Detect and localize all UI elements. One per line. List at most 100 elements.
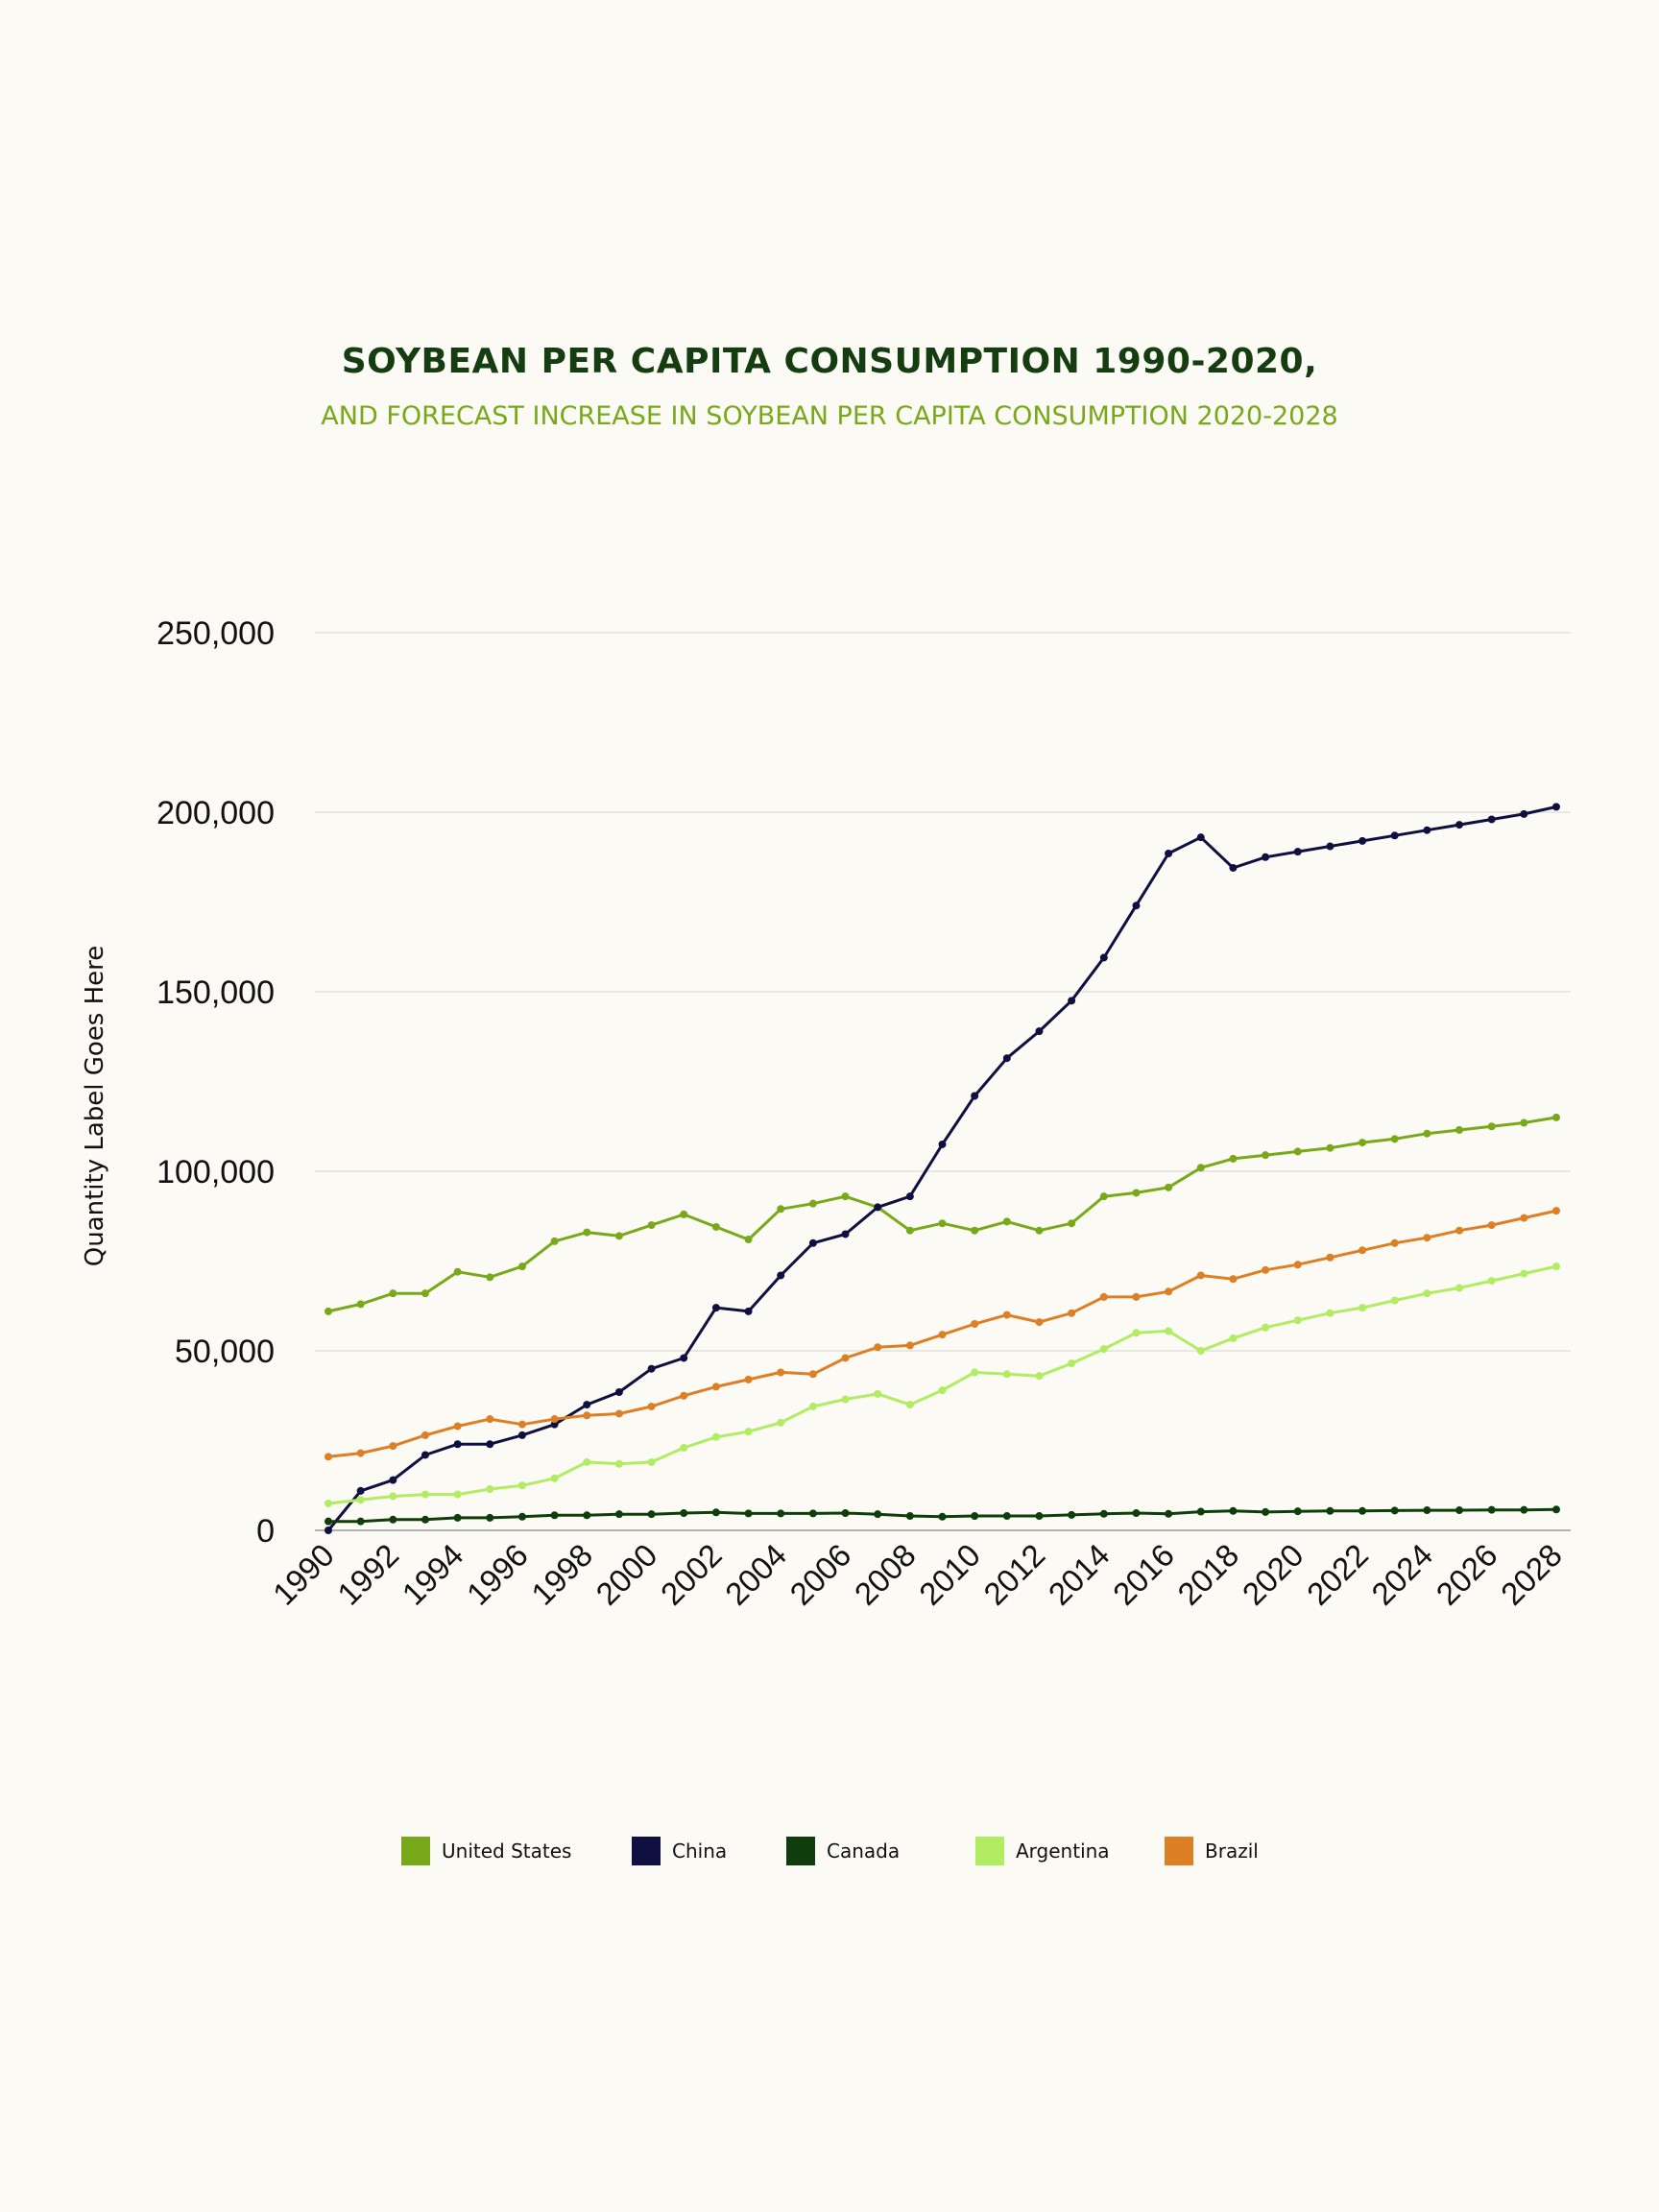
data-point (1520, 1505, 1528, 1514)
data-point (1229, 1506, 1238, 1515)
data-point (1358, 1139, 1367, 1147)
data-point (1552, 1262, 1560, 1271)
data-point (1002, 1310, 1011, 1319)
data-point (971, 1092, 979, 1100)
data-point (938, 1512, 947, 1521)
data-point (1229, 1275, 1238, 1284)
data-point (1035, 1372, 1044, 1381)
data-point (550, 1474, 559, 1482)
y-tick-label: 100,000 (156, 1154, 275, 1190)
data-point (744, 1307, 753, 1315)
data-point (1035, 1318, 1044, 1327)
data-point (1520, 1214, 1528, 1222)
data-point (1196, 1271, 1205, 1280)
y-tick-label: 50,000 (175, 1334, 275, 1370)
data-point (356, 1449, 365, 1457)
data-point (841, 1395, 850, 1404)
data-point (356, 1496, 365, 1504)
y-axis: 0 50,000 100,000 150,000 200,000 250,000 (156, 615, 275, 1550)
data-point (550, 1511, 559, 1520)
series-argentina (325, 1262, 1560, 1507)
data-point (1002, 1512, 1011, 1521)
x-tick-label: 1994 (396, 1537, 470, 1612)
data-point (711, 1382, 720, 1391)
data-point (1520, 1269, 1528, 1278)
data-point (874, 1389, 882, 1398)
x-tick-label: 1996 (460, 1537, 535, 1612)
data-point (680, 1443, 688, 1452)
legend-label: Argentina (1016, 1839, 1110, 1863)
data-point (808, 1370, 817, 1379)
data-point (1487, 815, 1496, 824)
data-point (583, 1228, 591, 1237)
data-point (1326, 842, 1334, 851)
data-point (325, 1527, 332, 1534)
data-point (841, 1230, 850, 1238)
data-point (325, 1307, 332, 1315)
x-tick-label: 1992 (330, 1537, 405, 1612)
x-axis: 1990199219941996199820002002200420062008… (266, 1537, 1569, 1612)
x-tick-label: 2004 (718, 1537, 793, 1612)
data-point (1293, 1261, 1302, 1269)
data-point (1423, 826, 1431, 834)
chart-subtitle: AND FORECAST INCREASE IN SOYBEAN PER CAP… (321, 401, 1338, 431)
legend-label: United States (442, 1839, 572, 1863)
data-point (1068, 997, 1076, 1005)
x-tick-label: 2018 (1170, 1537, 1245, 1612)
data-point (1455, 1125, 1464, 1134)
data-point (356, 1300, 365, 1309)
data-point (1035, 1512, 1044, 1521)
data-point (486, 1484, 494, 1493)
data-point (1068, 1359, 1076, 1368)
data-point (1520, 809, 1528, 818)
data-point (841, 1192, 850, 1201)
data-point (486, 1440, 494, 1449)
data-point (1196, 833, 1205, 842)
data-point (1390, 1238, 1399, 1247)
y-axis-label: Quantity Label Goes Here (81, 946, 109, 1267)
data-point (777, 1271, 785, 1280)
data-point (874, 1203, 882, 1212)
x-tick-label: 2002 (654, 1537, 729, 1612)
data-point (614, 1409, 623, 1418)
data-point (680, 1210, 688, 1218)
data-point (325, 1499, 332, 1507)
data-point (1229, 1334, 1238, 1342)
data-point (614, 1232, 623, 1240)
data-point (325, 1453, 332, 1461)
data-point (389, 1289, 397, 1298)
data-point (808, 1199, 817, 1208)
data-point (1262, 853, 1270, 861)
data-point (744, 1428, 753, 1436)
data-point (1293, 1507, 1302, 1516)
data-point (389, 1492, 397, 1501)
data-point (777, 1509, 785, 1518)
data-point (583, 1457, 591, 1466)
data-point (1487, 1221, 1496, 1230)
data-point (711, 1222, 720, 1231)
data-point (1165, 1327, 1173, 1335)
data-point (1455, 1226, 1464, 1235)
data-point (647, 1510, 656, 1519)
data-point (1390, 1506, 1399, 1515)
data-point (389, 1476, 397, 1484)
data-point (1035, 1226, 1044, 1235)
data-point (1326, 1143, 1334, 1152)
data-point (1262, 1323, 1270, 1332)
data-point (680, 1354, 688, 1362)
data-point (1262, 1507, 1270, 1516)
data-point (1390, 1135, 1399, 1143)
legend-label: Canada (827, 1839, 901, 1863)
data-point (938, 1331, 947, 1339)
data-point (647, 1364, 656, 1373)
y-tick-label: 0 (256, 1513, 275, 1550)
x-tick-label: 2012 (976, 1537, 1051, 1612)
data-point (517, 1512, 526, 1521)
data-point (1229, 1154, 1238, 1163)
legend-swatch (401, 1837, 430, 1865)
data-point (808, 1402, 817, 1410)
data-point (1520, 1118, 1528, 1127)
data-point (550, 1420, 559, 1429)
